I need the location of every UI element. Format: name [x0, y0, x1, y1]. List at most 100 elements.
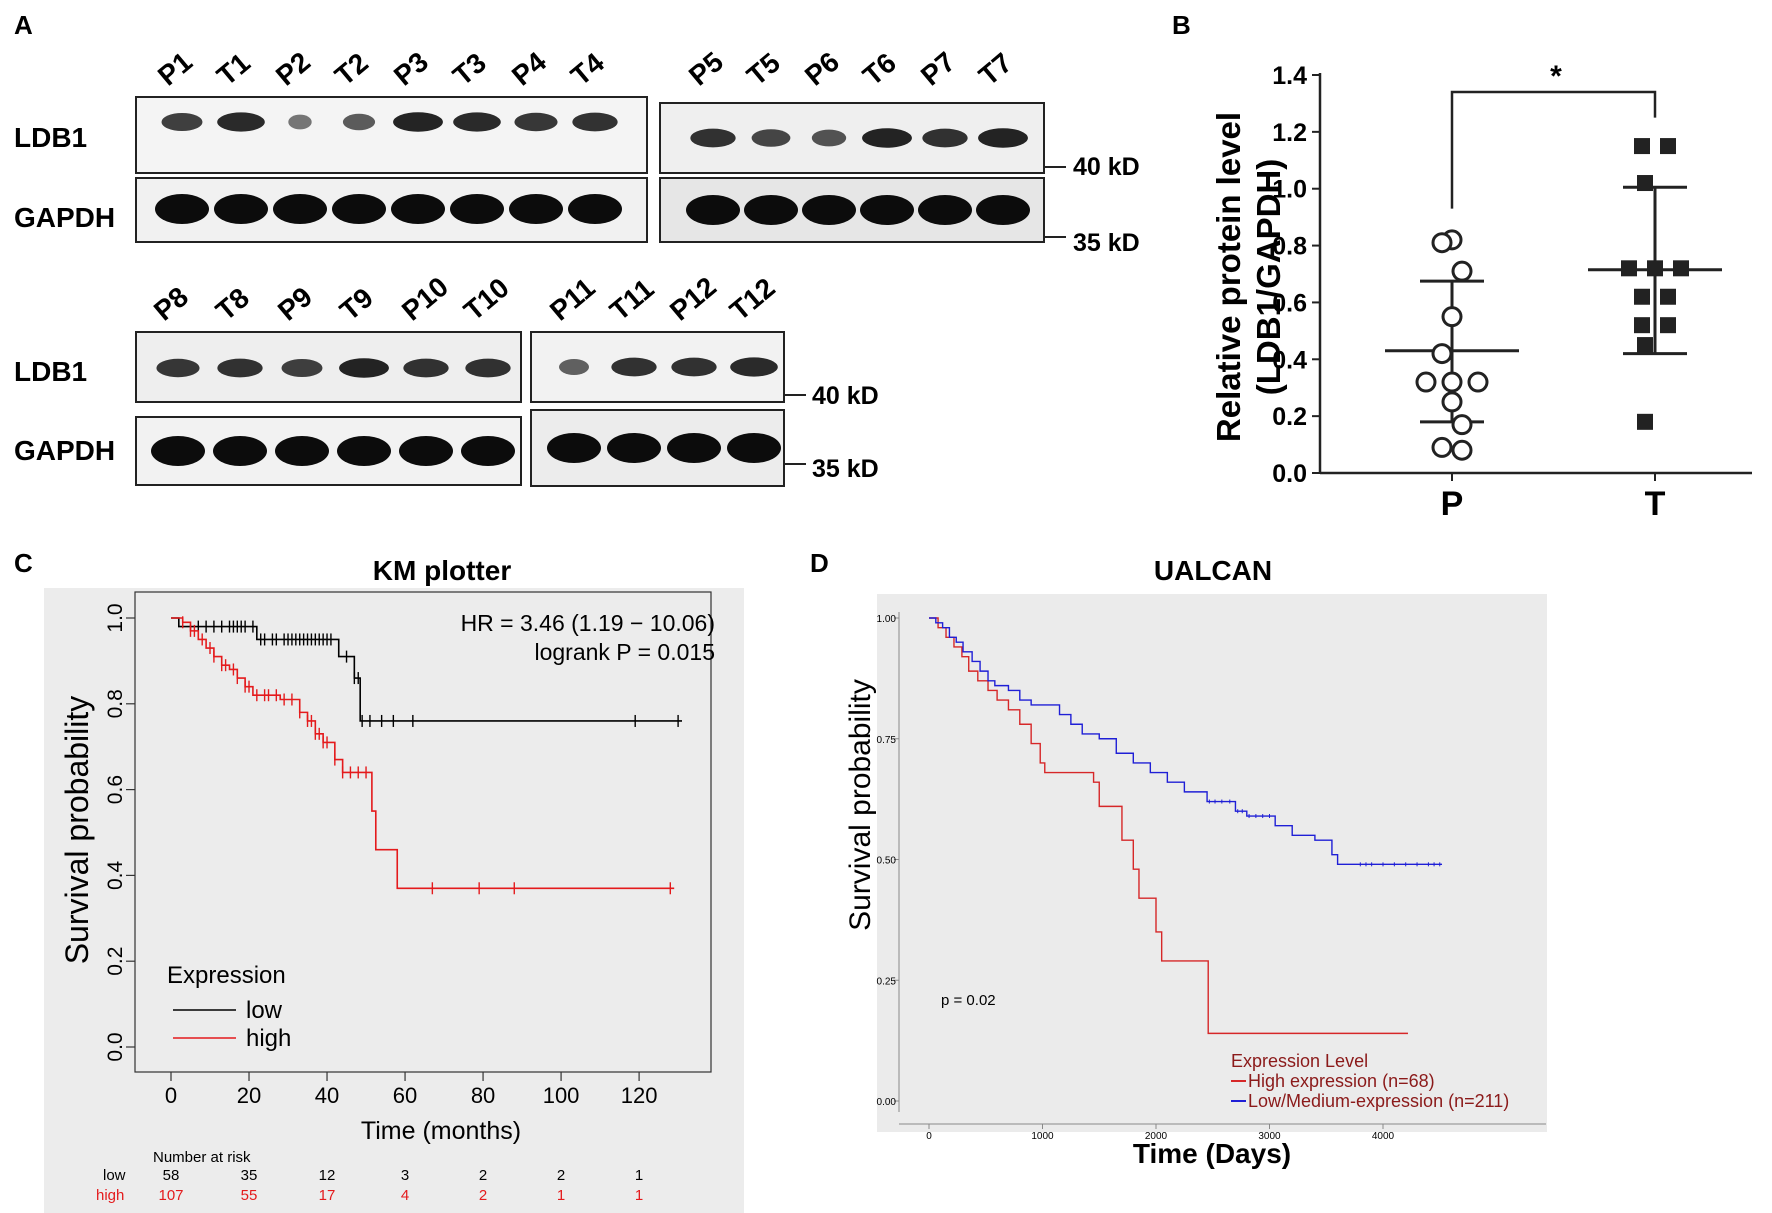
c-risk-high-value: 107: [158, 1187, 183, 1204]
band-gapdh-t6: [860, 195, 914, 225]
c-risk-low-value: 2: [479, 1167, 487, 1184]
c-background: [44, 588, 744, 1213]
d-curve-high: [929, 617, 1408, 1035]
band-ldb1-t10: [465, 358, 511, 378]
b-point-p: [1441, 371, 1463, 393]
d-legend-high: High expression (n=68): [1248, 1071, 1435, 1091]
lane-label-p12: P12: [664, 271, 722, 327]
b-point-t: [1673, 260, 1689, 277]
b-ylabel-line2: (LDB1/GAPDH): [1250, 159, 1287, 396]
c-curve-high: [171, 617, 675, 890]
marker-40-bottom: 40 kD: [812, 382, 879, 410]
d-ytick-label: 0.75: [877, 735, 897, 746]
lane-label-p7: P7: [915, 46, 961, 92]
b-significance: *: [1550, 60, 1562, 93]
c-xtick-label: 0: [165, 1083, 177, 1108]
b-ytick-label: 0.2: [1272, 403, 1307, 431]
band-ldb1-p7: [922, 128, 968, 148]
b-point-p: [1451, 260, 1473, 282]
b-point-t: [1634, 317, 1650, 334]
band-ldb1-p1: [161, 113, 203, 131]
c-ytick-label: 1.0: [104, 603, 127, 632]
band-gapdh-t4: [568, 194, 622, 224]
c-risk-table: 58 35 12 3 2 2 1 107 55 17 4 2 1 1: [158, 1167, 643, 1204]
c-risk-low-value: 35: [241, 1167, 258, 1184]
c-legend-high: high: [246, 1025, 291, 1052]
row-label-gapdh-bottom: GAPDH: [14, 435, 115, 466]
c-risk-low-value: 12: [319, 1167, 336, 1184]
band-ldb1-p12: [671, 357, 717, 377]
lane-label-p6: P6: [799, 46, 845, 92]
band-gapdh-p8: [151, 436, 205, 466]
lane-label-t5: T5: [741, 47, 786, 92]
band-gapdh-t9: [337, 436, 391, 466]
b-point-t: [1634, 138, 1650, 155]
d-plot-area: 0.00 0.25 0.50 0.75 1.00 0 1000 2000 3000 4000: [877, 612, 1546, 1142]
band-gapdh-t10: [461, 436, 515, 466]
c-risk-low-value: 2: [557, 1167, 565, 1184]
b-point-p: [1431, 343, 1453, 365]
c-legend-low: low: [246, 997, 283, 1024]
c-xtick-label: 100: [543, 1083, 580, 1108]
lane-label-p2: P2: [270, 46, 316, 92]
b-ytick-label: 0.0: [1272, 460, 1307, 488]
c-legend-title: Expression: [167, 962, 286, 989]
lane-label-p9: P9: [272, 281, 318, 327]
lane-label-t8: T8: [210, 282, 255, 327]
b-point-p: [1451, 439, 1473, 461]
c-risk-high-value: 4: [401, 1187, 409, 1204]
band-ldb1-p2: [288, 114, 312, 130]
panel-a-label: A: [14, 10, 33, 40]
c-xtick-label: 120: [621, 1083, 658, 1108]
lane-label-t10: T10: [458, 272, 515, 327]
row-label-ldb1-top: LDB1: [14, 122, 87, 153]
c-risk-low-value: 58: [163, 1167, 180, 1184]
b-ytick-label: 1.0: [1272, 176, 1307, 204]
band-gapdh-p3: [391, 194, 445, 224]
band-gapdh-p7: [918, 195, 972, 225]
c-ytick-label: 0.6: [104, 775, 127, 804]
d-legend-low: Low/Medium-expression (n=211): [1248, 1091, 1509, 1111]
d-xlabel: Time (Days): [1133, 1138, 1291, 1169]
b-point-t: [1660, 317, 1676, 334]
c-ytick-label: 0.0: [104, 1032, 127, 1061]
blot-ldb1-tl: [135, 96, 648, 174]
band-gapdh-p2: [273, 194, 327, 224]
d-xtick-label: 4000: [1372, 1131, 1395, 1142]
panel-d: D UALCAN 0.00 0.25 0.50 0.75 1.00 0 1000 2000 30…: [810, 548, 1547, 1169]
c-ytick-label: 0.8: [104, 689, 127, 718]
lane-label-p4: P4: [506, 46, 552, 92]
c-xlabel: Time (months): [361, 1117, 521, 1145]
lane-label-t7: T7: [973, 47, 1018, 92]
c-risk-header: Number at risk: [153, 1149, 251, 1166]
band-ldb1-t6: [862, 128, 912, 148]
band-gapdh-t12: [727, 433, 781, 463]
band-ldb1-t11: [611, 357, 657, 377]
band-ldb1-t5: [751, 129, 791, 147]
b-point-p: [1415, 371, 1437, 393]
b-ytick-label: 0.8: [1272, 233, 1307, 261]
b-significance-bracket: [1450, 90, 1657, 209]
b-point-t: [1660, 288, 1676, 305]
lane-label-t3: T3: [447, 47, 492, 92]
panel-b-label: B: [1172, 10, 1191, 40]
c-ylabel: Survival probability: [59, 696, 95, 965]
band-ldb1-t8: [217, 358, 263, 378]
b-point-p: [1441, 391, 1463, 413]
band-gapdh-t5: [744, 195, 798, 225]
band-gapdh-p12: [667, 433, 721, 463]
band-gapdh-t11: [607, 433, 661, 463]
c-xtick-label: 40: [315, 1083, 339, 1108]
band-ldb1-p9: [281, 359, 323, 377]
lane-label-p11: P11: [544, 272, 601, 327]
band-gapdh-t2: [332, 194, 386, 224]
b-point-t: [1637, 413, 1653, 430]
c-risk-high-value: 17: [319, 1187, 336, 1204]
d-xtick-label: 3000: [1258, 1131, 1281, 1142]
b-ylabel-line1: Relative protein level: [1210, 112, 1247, 442]
c-xtick-label: 80: [471, 1083, 495, 1108]
band-ldb1-p4: [514, 112, 558, 132]
band-gapdh-t7: [976, 195, 1030, 225]
band-gapdh-t1: [214, 194, 268, 224]
band-ldb1-p3: [393, 112, 443, 132]
